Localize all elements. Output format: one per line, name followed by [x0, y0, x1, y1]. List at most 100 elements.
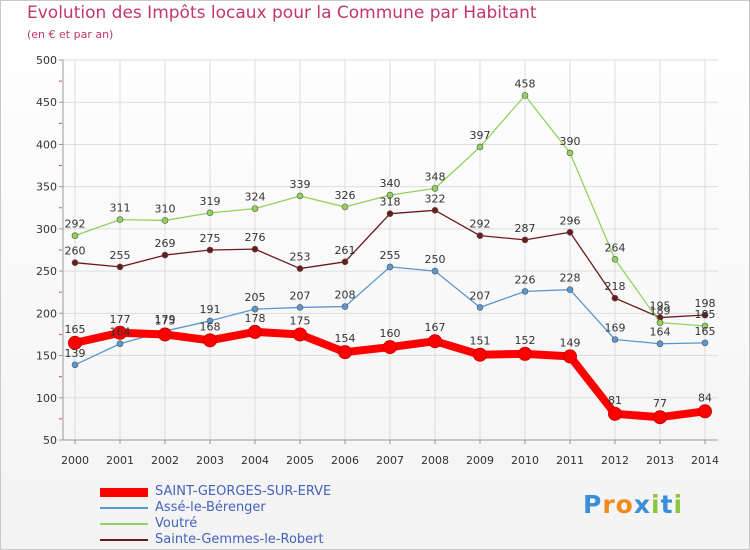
- data-point: [113, 325, 127, 340]
- data-point: [386, 191, 394, 199]
- y-tick-label: 200: [36, 307, 57, 320]
- data-point: [158, 327, 172, 342]
- data-point: [701, 322, 709, 330]
- data-point: [473, 347, 487, 362]
- x-tick-label: 2000: [61, 454, 89, 467]
- data-label: 177: [110, 313, 131, 326]
- logo-letter: i: [673, 490, 684, 519]
- axes: 50 100 150 200 250 300 350 400 450 500 2000 2001 200…: [36, 54, 719, 467]
- grid-lines: [63, 59, 718, 441]
- data-label: 296: [560, 214, 581, 227]
- data-point: [338, 345, 352, 360]
- data-label: 175: [290, 314, 311, 327]
- data-point: [251, 245, 259, 253]
- data-point: [383, 340, 397, 355]
- data-label: 250: [425, 253, 446, 266]
- data-label: 198: [695, 297, 716, 310]
- x-tick-label: 2009: [466, 454, 494, 467]
- x-tick-label: 2006: [331, 454, 359, 467]
- data-point: [161, 251, 169, 259]
- data-point: [608, 406, 622, 421]
- series-lines: [68, 92, 712, 425]
- data-point: [698, 404, 712, 419]
- legend-label: Assé-le-Bérenger: [155, 500, 266, 515]
- y-tick-label: 300: [36, 223, 57, 236]
- x-tick-label: 2003: [196, 454, 224, 467]
- data-point: [206, 246, 214, 254]
- data-label: 319: [200, 195, 221, 208]
- x-tick-label: 2005: [286, 454, 314, 467]
- data-label: 264: [605, 241, 626, 254]
- data-point: [116, 216, 124, 223]
- data-label: 178: [245, 312, 266, 325]
- legend-swatch: [100, 539, 148, 541]
- data-label: 169: [605, 322, 626, 335]
- chart-subtitle: (en € et par an): [27, 28, 114, 41]
- logo-letter: P: [583, 490, 603, 519]
- data-labels: 260 255 269 275 276 253 261 318 322 292 287 296 218 1…: [65, 77, 716, 410]
- data-point: [296, 265, 304, 272]
- x-tick-label: 2002: [151, 454, 179, 467]
- data-point: [161, 217, 169, 224]
- legend-item: SAINT-GEORGES-SUR-ERVE: [100, 484, 400, 500]
- data-label: 255: [110, 249, 131, 262]
- data-point: [203, 333, 217, 348]
- data-label: 218: [605, 280, 626, 293]
- y-tick-label: 100: [36, 392, 57, 405]
- data-label: 175: [155, 314, 176, 327]
- data-label: 205: [245, 291, 266, 304]
- data-point: [521, 92, 529, 99]
- x-tick-label: 2008: [421, 454, 449, 467]
- data-point: [656, 340, 664, 348]
- data-label: 228: [560, 272, 581, 285]
- data-label: 207: [470, 289, 491, 302]
- data-label: 322: [425, 192, 446, 205]
- data-label: 340: [380, 177, 401, 190]
- data-point: [71, 232, 79, 239]
- data-label: 165: [65, 323, 86, 336]
- legend-label: SAINT-GEORGES-SUR-ERVE: [155, 484, 332, 499]
- y-tick-label: 500: [36, 54, 57, 67]
- data-point: [653, 410, 667, 425]
- data-point: [563, 349, 577, 364]
- data-label: 160: [380, 327, 401, 340]
- data-label: 261: [335, 244, 356, 257]
- data-label: 311: [110, 202, 131, 215]
- data-label: 167: [425, 321, 446, 334]
- data-point: [656, 319, 664, 326]
- y-tick-label: 350: [36, 181, 57, 194]
- logo-letter: r: [602, 490, 616, 519]
- data-label: 191: [200, 303, 221, 316]
- data-point: [566, 149, 574, 157]
- data-label: 179: [155, 313, 176, 326]
- legend-label: Voutré: [155, 516, 198, 531]
- data-point: [386, 263, 394, 271]
- data-point: [428, 334, 442, 349]
- x-tick-label: 2013: [646, 454, 674, 467]
- y-tick-label: 400: [36, 138, 57, 151]
- legend: SAINT-GEORGES-SUR-ERVE Assé-le-Bérenger Vo…: [100, 484, 400, 548]
- logo-letter: i: [651, 490, 661, 519]
- legend-item: Assé-le-Bérenger: [100, 500, 400, 516]
- data-point: [566, 286, 574, 293]
- data-label: 275: [200, 232, 221, 245]
- data-label: 260: [65, 245, 86, 258]
- data-label: 458: [515, 77, 536, 90]
- data-point: [248, 324, 262, 339]
- legend-swatch: [100, 507, 148, 509]
- data-point: [521, 236, 529, 244]
- logo-letter: o: [615, 490, 634, 519]
- data-label: 185: [695, 308, 716, 321]
- data-label: 253: [290, 251, 311, 264]
- legend-swatch: [100, 523, 148, 525]
- data-label: 310: [155, 202, 176, 215]
- data-point: [68, 335, 82, 350]
- data-point: [206, 317, 214, 325]
- data-point: [611, 336, 619, 343]
- data-label: 292: [470, 218, 491, 231]
- logo-letter: x: [633, 490, 651, 519]
- proxiti-logo: Proxiti: [583, 490, 683, 519]
- data-point: [296, 304, 304, 311]
- legend-label: Sainte-Gemmes-le-Robert: [155, 532, 324, 547]
